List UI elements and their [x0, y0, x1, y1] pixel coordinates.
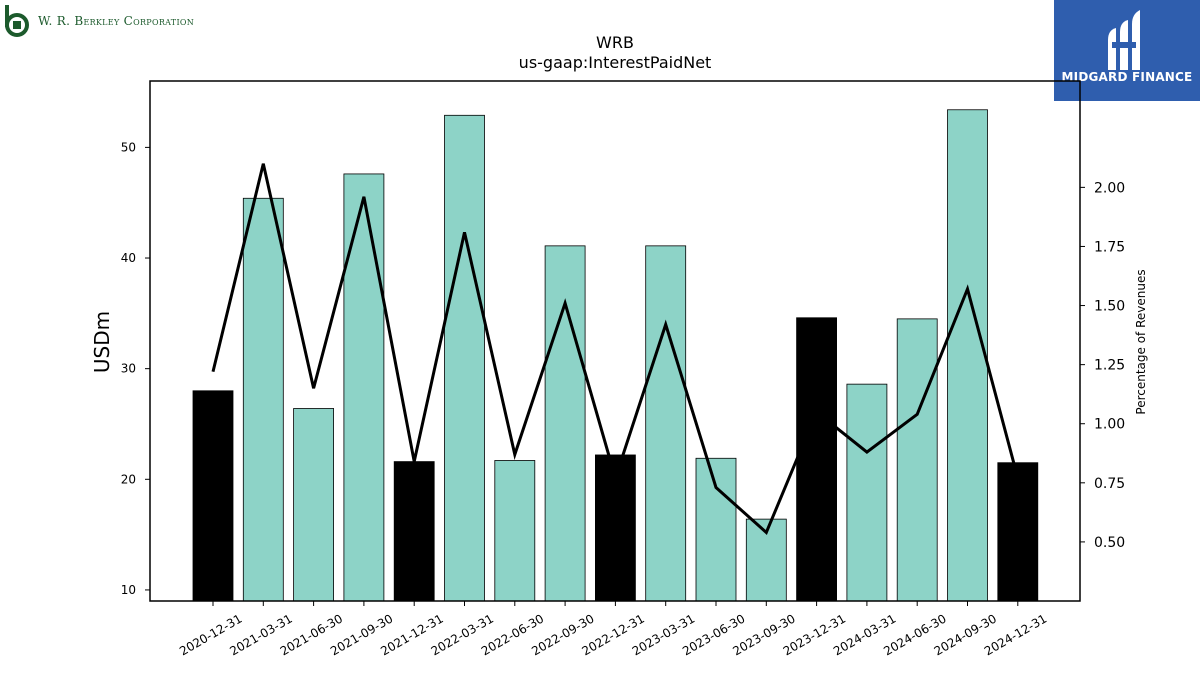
y-axis-label: USDm: [90, 311, 114, 373]
brand-logo: MIDGARD FINANCE: [1054, 0, 1200, 101]
y2-tick-label: 1.00: [1094, 417, 1125, 433]
company-logo: W. R. Berkley Corporation: [4, 4, 194, 38]
y2-tick-label: 1.25: [1094, 358, 1125, 374]
y2-tick-label: 2.00: [1094, 180, 1125, 196]
y2-tick-label: 0.50: [1094, 535, 1125, 551]
x-axis: 2020-12-312021-03-312021-06-302021-09-30…: [177, 601, 1049, 658]
bar: [393, 461, 435, 602]
y-tick-label: 10: [121, 583, 136, 597]
chart-title: WRB: [596, 33, 634, 52]
y-tick-label: 40: [121, 251, 136, 265]
chart-subtitle: us-gaap:InterestPaidNet: [519, 53, 712, 72]
y2-tick-label: 1.75: [1094, 239, 1125, 255]
bar: [997, 462, 1039, 602]
bar: [796, 317, 837, 602]
y-tick-label: 50: [121, 140, 136, 154]
company-name: W. R. Berkley Corporation: [38, 14, 195, 28]
bar: [846, 383, 888, 602]
y-axis: 10 20 30 40 50: [121, 140, 150, 597]
bar: [192, 390, 234, 602]
y2-axis: 0.50 0.75 1.00 1.25 1.50 1.75 2.00: [1080, 180, 1125, 551]
brand-name: MIDGARD FINANCE: [1061, 70, 1193, 84]
line-series: [211, 163, 1020, 536]
y2-axis-label: Percentage of Revenues: [1134, 269, 1148, 414]
bar: [947, 109, 988, 602]
y2-tick-label: 1.50: [1094, 299, 1125, 315]
midgard-logo-icon: [1108, 10, 1140, 70]
y2-tick-label: 0.75: [1094, 476, 1125, 492]
bar: [645, 245, 687, 602]
bar: [293, 408, 335, 602]
y-tick-label: 20: [121, 472, 136, 486]
berkley-logo-icon: [5, 5, 29, 37]
bar: [695, 457, 737, 602]
y-tick-label: 30: [121, 362, 136, 376]
percentage-line: [211, 163, 1020, 536]
bar: [343, 173, 385, 602]
bar: [494, 460, 536, 602]
bar: [896, 318, 938, 602]
bar: [444, 114, 485, 602]
bar-group: [192, 109, 1039, 602]
bar: [242, 197, 284, 602]
